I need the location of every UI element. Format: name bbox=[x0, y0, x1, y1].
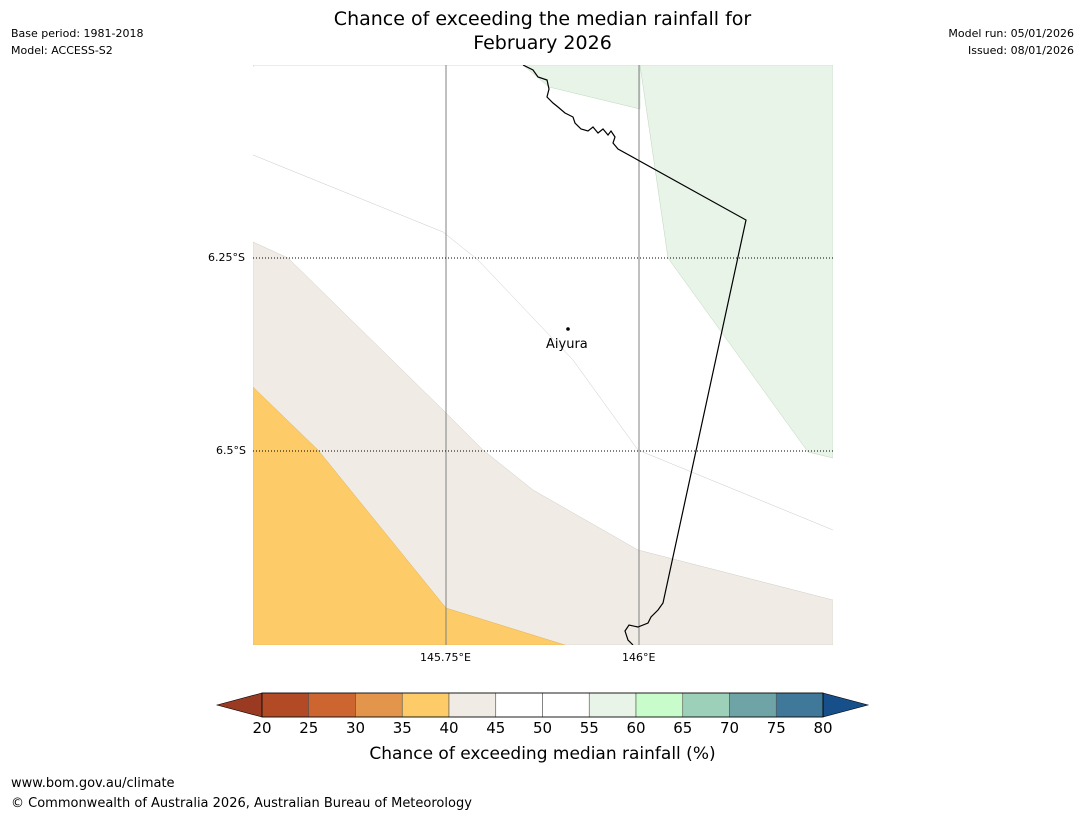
contour-line-1 bbox=[253, 154, 833, 531]
title-line-1: Chance of exceeding the median rainfall … bbox=[333, 8, 752, 30]
colorbar-title: Chance of exceeding median rainfall (%) bbox=[369, 744, 716, 764]
meta-left: Base period: 1981-2018 Model: ACCESS-S2 bbox=[11, 25, 143, 59]
colorbar-segment bbox=[635, 692, 684, 718]
colorbar-segment bbox=[542, 692, 590, 718]
footer-copyright: © Commonwealth of Australia 2026, Austra… bbox=[11, 796, 472, 811]
colorbar-segment bbox=[448, 692, 497, 718]
colorbar-tick-label: 70 bbox=[719, 719, 740, 737]
colorbar-tick-label: 80 bbox=[813, 719, 833, 737]
place-label-aiyura: Aiyura bbox=[546, 337, 588, 352]
map-panel bbox=[253, 65, 833, 645]
meta-right: Model run: 05/01/2026 Issued: 08/01/2026 bbox=[948, 25, 1074, 59]
region-55-60-top bbox=[253, 65, 641, 110]
colorbar-tick-label: 75 bbox=[766, 719, 786, 737]
colorbar-tick-label: 25 bbox=[299, 719, 319, 737]
colorbar-tick-label: 50 bbox=[532, 719, 553, 737]
colorbar-segment bbox=[261, 692, 310, 718]
aiyura-marker bbox=[566, 327, 570, 331]
lon-label-146: 146°E bbox=[622, 651, 656, 664]
model-run: Model run: 05/01/2026 bbox=[948, 27, 1074, 40]
region-40-45 bbox=[253, 241, 833, 645]
province-border bbox=[522, 65, 747, 645]
colorbar-segment bbox=[355, 692, 403, 718]
colorbar-segment bbox=[729, 692, 777, 718]
colorbar-tick-label: 20 bbox=[252, 719, 272, 737]
colorbar bbox=[215, 692, 870, 718]
colorbar-tick-label: 35 bbox=[392, 719, 412, 737]
colorbar-tick-label: 40 bbox=[439, 719, 459, 737]
colorbar-tick-label: 65 bbox=[673, 719, 693, 737]
colorbar-segment bbox=[308, 692, 356, 718]
colorbar-segment bbox=[401, 692, 450, 718]
colorbar-tick-label: 30 bbox=[345, 719, 366, 737]
colorbar-under-arrow bbox=[215, 692, 263, 718]
colorbar-tick-label: 45 bbox=[486, 719, 506, 737]
issued-date: Issued: 08/01/2026 bbox=[967, 44, 1074, 57]
colorbar-tick-label: 60 bbox=[626, 719, 646, 737]
colorbar-segment bbox=[682, 692, 730, 718]
colorbar-tick-label: 55 bbox=[579, 719, 599, 737]
base-period: Base period: 1981-2018 bbox=[11, 27, 144, 40]
map-title: Chance of exceeding the median rainfall … bbox=[0, 7, 1085, 55]
region-35-40 bbox=[253, 386, 566, 645]
colorbar-segment bbox=[588, 692, 637, 718]
lat-label-6-25: 6.25°S bbox=[208, 251, 245, 264]
footer-url: www.bom.gov.au/climate bbox=[11, 776, 175, 791]
lon-label-145-75: 145.75°E bbox=[420, 651, 471, 664]
title-line-2: February 2026 bbox=[473, 32, 612, 54]
colorbar-segment bbox=[775, 692, 824, 718]
model-name: Model: ACCESS-S2 bbox=[11, 44, 113, 57]
colorbar-outline bbox=[261, 692, 824, 718]
colorbar-segment bbox=[495, 692, 543, 718]
colorbar-over-arrow bbox=[822, 692, 870, 718]
lat-label-6-5: 6.5°S bbox=[216, 444, 246, 457]
